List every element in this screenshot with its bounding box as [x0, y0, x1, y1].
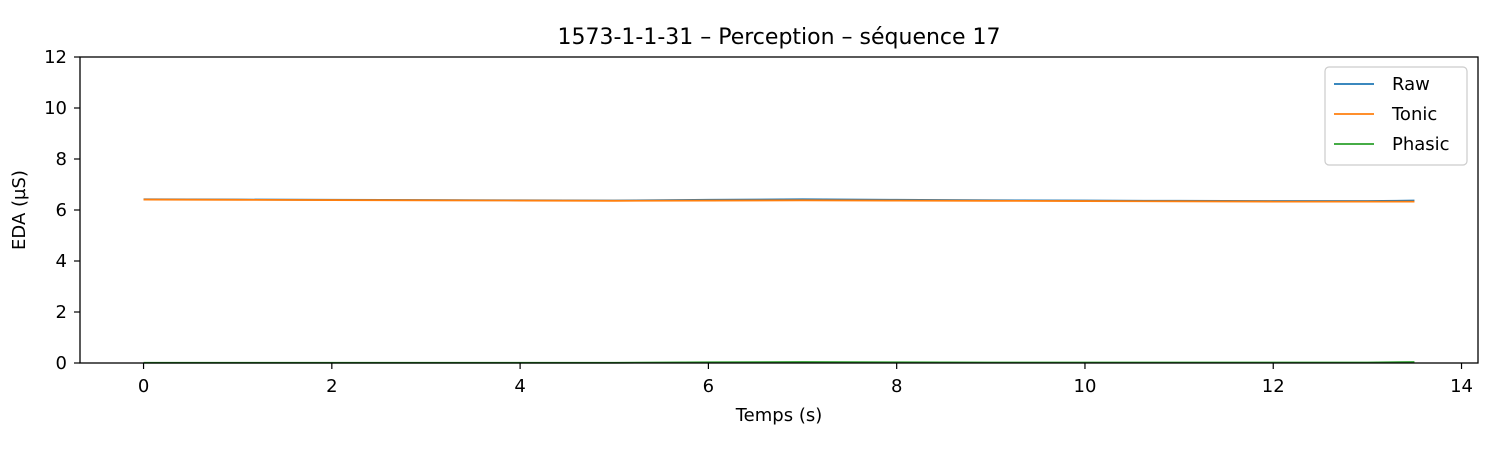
x-tick-label: 10: [1074, 376, 1097, 397]
legend-label-phasic: Phasic: [1392, 134, 1450, 155]
y-axis-label: EDA (µS): [9, 170, 30, 250]
x-tick-label: 6: [703, 376, 714, 397]
chart-title: 1573-1-1-31 – Perception – séquence 17: [557, 25, 1000, 50]
legend-label-tonic: Tonic: [1391, 104, 1437, 125]
y-axis: 0 2 4 6 8 10 12: [44, 47, 80, 374]
legend-box: [1324, 66, 1468, 166]
y-tick-label: 10: [44, 98, 67, 119]
y-tick-label: 12: [44, 47, 67, 68]
legend: Raw Tonic Phasic: [1324, 66, 1468, 166]
x-tick-label: 0: [138, 376, 149, 397]
x-axis: 0 2 4 6 8 10 12 14: [138, 363, 1473, 397]
x-tick-label: 4: [514, 376, 525, 397]
x-tick-label: 14: [1450, 376, 1473, 397]
x-tick-label: 2: [326, 376, 337, 397]
y-tick-label: 4: [56, 251, 67, 272]
legend-label-raw: Raw: [1392, 74, 1430, 95]
x-axis-label: Temps (s): [735, 405, 823, 426]
series-line-tonic: [143, 198, 1415, 203]
y-tick-label: 8: [56, 149, 67, 170]
legend-items: Raw Tonic Phasic: [1334, 74, 1450, 155]
plot-frame: [79, 56, 1479, 364]
y-tick-label: 2: [56, 302, 67, 323]
x-tick-label: 12: [1262, 376, 1285, 397]
plot-series: [143, 198, 1415, 364]
y-tick-label: 0: [56, 353, 67, 374]
x-tick-label: 8: [891, 376, 902, 397]
y-tick-label: 6: [56, 200, 67, 221]
